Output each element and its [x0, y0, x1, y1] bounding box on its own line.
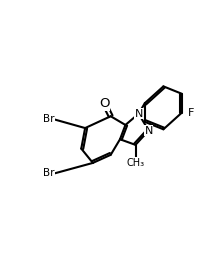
Text: O: O [99, 97, 110, 110]
Text: N: N [145, 126, 153, 136]
Text: N: N [134, 109, 143, 119]
Text: Br: Br [43, 114, 54, 124]
Text: CH₃: CH₃ [126, 158, 145, 168]
Text: F: F [188, 108, 195, 118]
Text: Br: Br [43, 168, 54, 179]
